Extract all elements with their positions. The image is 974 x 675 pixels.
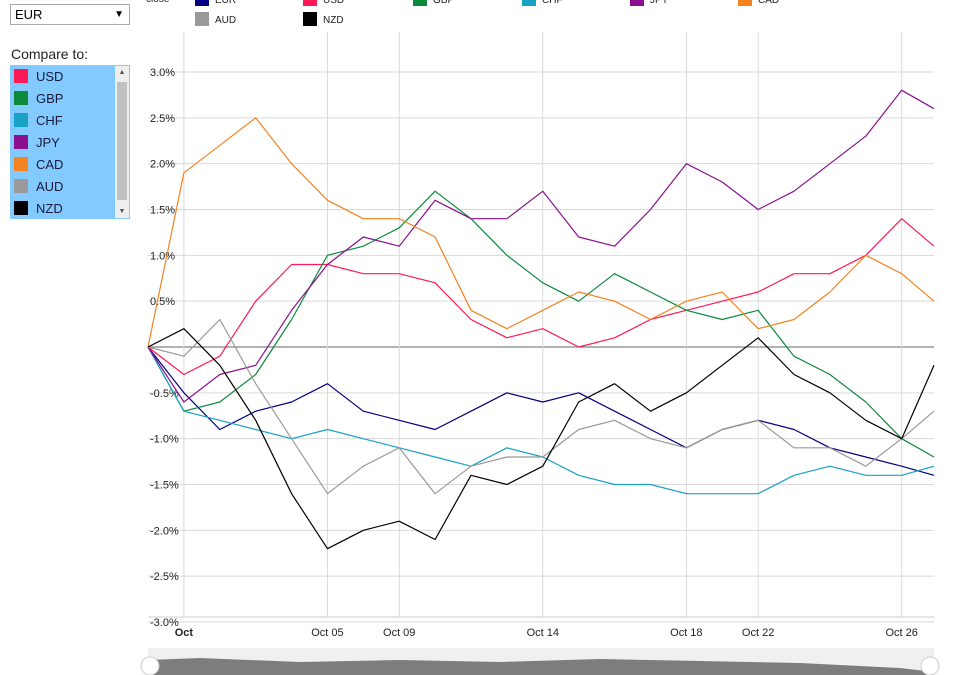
compare-item-label: CAD bbox=[36, 156, 64, 172]
scroll-up-icon[interactable]: ▲ bbox=[118, 69, 126, 76]
compare-listbox[interactable]: USD GBP CHF JPY CAD AUD NZD ▲ ▼ bbox=[10, 65, 130, 219]
compare-item-label: GBP bbox=[36, 90, 64, 106]
series-line-nzd bbox=[147, 328, 935, 550]
series-line-aud bbox=[147, 318, 935, 495]
listbox-scrollbar[interactable]: ▲ ▼ bbox=[115, 66, 129, 218]
compare-item-chf[interactable]: CHF bbox=[10, 109, 130, 131]
compare-item-label: NZD bbox=[36, 200, 63, 216]
y-tick-label: 1.5% bbox=[150, 205, 175, 217]
y-tick-label: -0.5% bbox=[150, 388, 179, 400]
legend-label: NZD bbox=[323, 15, 344, 26]
legend-item-cad[interactable]: CAD bbox=[738, 0, 779, 6]
legend-swatch bbox=[413, 0, 427, 6]
color-swatch bbox=[14, 69, 28, 83]
x-tick-label: Oct 22 bbox=[742, 627, 774, 639]
series-line-eur bbox=[147, 346, 935, 476]
y-tick-label: -2.0% bbox=[150, 525, 179, 537]
x-tick-label: Oct 14 bbox=[527, 627, 559, 639]
base-currency-select[interactable]: EUR ▼ bbox=[10, 4, 130, 25]
compare-item-label: AUD bbox=[36, 178, 64, 194]
compare-item-jpy[interactable]: JPY bbox=[10, 131, 130, 153]
legend-title: close bbox=[146, 0, 170, 5]
navigator-area bbox=[148, 658, 934, 675]
x-tick-label: Oct 09 bbox=[383, 627, 415, 639]
legend-item-gbp[interactable]: GBP bbox=[413, 0, 454, 6]
compare-item-nzd[interactable]: NZD bbox=[10, 197, 130, 219]
legend-label: CHF bbox=[542, 0, 563, 6]
legend-label: CAD bbox=[758, 0, 779, 6]
legend-swatch bbox=[738, 0, 752, 6]
y-tick-label: 2.5% bbox=[150, 113, 175, 125]
y-tick-label: -3.0% bbox=[150, 617, 179, 629]
legend-swatch bbox=[303, 12, 317, 26]
legend-item-jpy[interactable]: JPY bbox=[630, 0, 669, 6]
navigator-left-handle bbox=[140, 656, 160, 675]
compare-label: Compare to: bbox=[11, 46, 89, 62]
base-currency-value: EUR bbox=[15, 7, 43, 22]
x-tick-label: Oct 05 bbox=[311, 627, 343, 639]
y-tick-label: -1.5% bbox=[150, 480, 179, 492]
series-line-jpy bbox=[147, 89, 935, 403]
scroll-down-icon[interactable]: ▼ bbox=[118, 208, 126, 215]
legend-item-chf[interactable]: CHF bbox=[522, 0, 563, 6]
y-tick-label: 2.0% bbox=[150, 159, 175, 171]
color-swatch bbox=[14, 135, 28, 149]
color-swatch bbox=[14, 113, 28, 127]
compare-item-usd[interactable]: USD bbox=[10, 65, 130, 87]
navigator-right-handle bbox=[920, 656, 940, 675]
legend-label: GBP bbox=[433, 0, 454, 6]
legend-label: USD bbox=[323, 0, 344, 6]
legend-swatch bbox=[630, 0, 644, 6]
legend-label: AUD bbox=[215, 15, 236, 26]
legend-swatch bbox=[522, 0, 536, 6]
legend-label: JPY bbox=[650, 0, 669, 6]
compare-item-label: USD bbox=[36, 68, 64, 84]
y-tick-label: 1.0% bbox=[150, 250, 175, 262]
legend-item-eur[interactable]: EUR bbox=[195, 0, 236, 6]
compare-item-aud[interactable]: AUD bbox=[10, 175, 130, 197]
series-line-usd bbox=[147, 218, 935, 376]
legend-swatch bbox=[303, 0, 317, 6]
legend-label: EUR bbox=[215, 0, 236, 6]
y-tick-label: -1.0% bbox=[150, 434, 179, 446]
compare-item-label: JPY bbox=[36, 134, 60, 150]
compare-item-gbp[interactable]: GBP bbox=[10, 87, 130, 109]
y-tick-label: -2.5% bbox=[150, 571, 179, 583]
series-line-cad bbox=[147, 117, 935, 348]
series-line-chf bbox=[147, 346, 935, 495]
x-tick-label: Oct 26 bbox=[885, 627, 917, 639]
series-line-gbp bbox=[147, 190, 935, 458]
compare-item-label: CHF bbox=[36, 112, 63, 128]
legend-item-usd[interactable]: USD bbox=[303, 0, 344, 6]
legend-item-nzd[interactable]: NZD bbox=[303, 12, 344, 26]
x-tick-label: Oct bbox=[175, 627, 194, 639]
color-swatch bbox=[14, 201, 28, 215]
scroll-thumb[interactable] bbox=[117, 82, 127, 200]
compare-item-cad[interactable]: CAD bbox=[10, 153, 130, 175]
color-swatch bbox=[14, 157, 28, 171]
x-tick-label: Oct 18 bbox=[670, 627, 702, 639]
chevron-down-icon: ▼ bbox=[114, 9, 124, 20]
color-swatch bbox=[14, 91, 28, 105]
y-tick-label: 3.0% bbox=[150, 67, 175, 79]
y-tick-label: 0.5% bbox=[150, 296, 175, 308]
color-swatch bbox=[14, 179, 28, 193]
legend-swatch bbox=[195, 0, 209, 6]
legend-swatch bbox=[195, 12, 209, 26]
legend-item-aud[interactable]: AUD bbox=[195, 12, 236, 26]
